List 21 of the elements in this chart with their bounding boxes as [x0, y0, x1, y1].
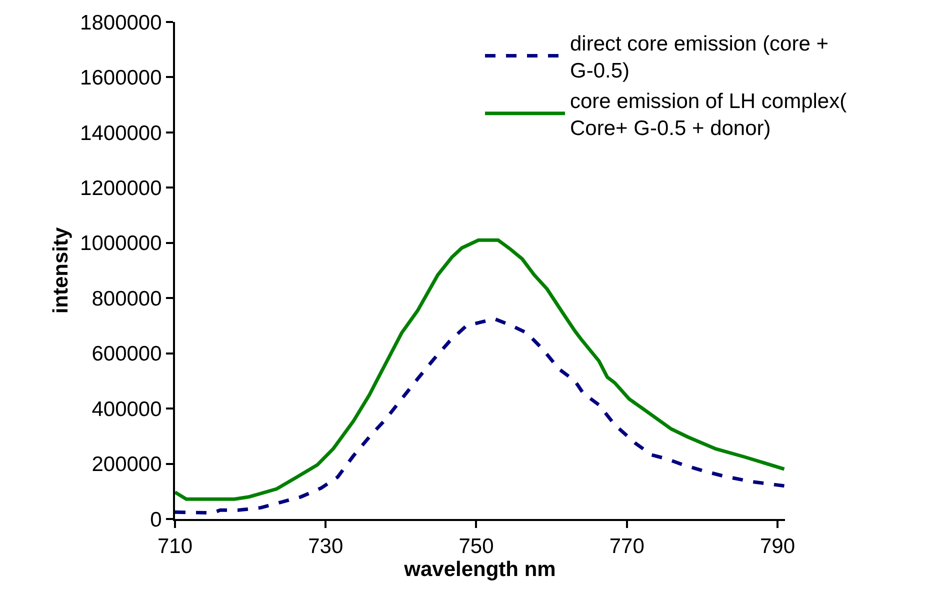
y-tick-label: 800000 [92, 287, 162, 310]
y-tick-label: 1200000 [80, 177, 162, 200]
y-axis-title: intensity [50, 227, 73, 314]
y-tick-label: 200000 [92, 453, 162, 476]
x-tick-label: 710 [157, 535, 193, 558]
x-axis-title: wavelength nm [403, 558, 556, 582]
legend-label: core emission of LH complex( Core+ G-0.5 + donor) [570, 90, 847, 140]
y-tick-label: 1400000 [80, 122, 162, 145]
y-tick-label: 600000 [92, 342, 162, 366]
y-tick-label: 1000000 [80, 232, 162, 256]
y-tick-label: 0 [150, 508, 162, 532]
y-tick-label: 1600000 [80, 66, 162, 90]
x-tick-label: 770 [609, 535, 644, 558]
y-tick-label: 1800000 [80, 11, 162, 34]
x-tick-label: 790 [760, 535, 795, 558]
y-tick-label: 400000 [92, 398, 162, 421]
line-series [175, 317, 785, 515]
x-tick-label: 750 [458, 535, 494, 558]
line-series [175, 238, 785, 501]
x-tick-label: 730 [308, 535, 344, 558]
legend-label: direct core emission (core + G-0.5) [570, 32, 829, 83]
